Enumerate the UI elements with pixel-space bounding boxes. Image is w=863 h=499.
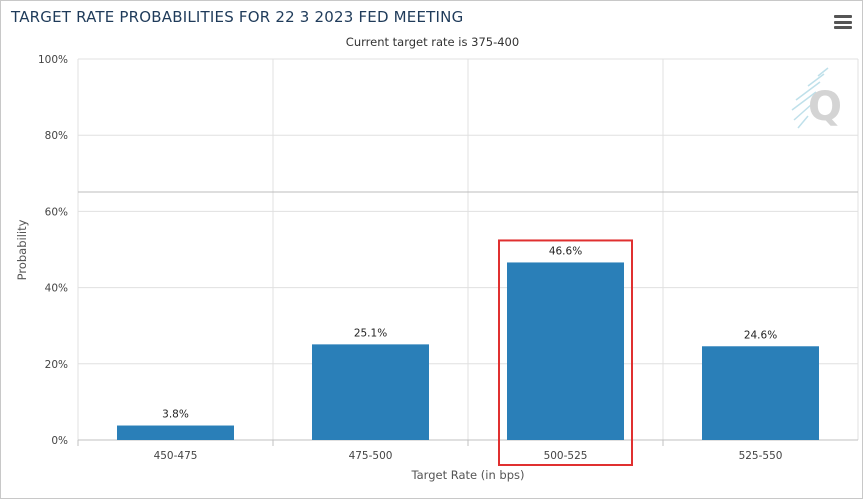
chart-subtitle: Current target rate is 375-400 <box>345 35 520 49</box>
q-logo-letter: Q <box>808 84 842 130</box>
y-tick-label: 40% <box>45 283 68 295</box>
x-tick-label-450-475: 450-475 <box>154 450 198 462</box>
y-tick-label: 20% <box>45 359 68 371</box>
y-axis-title: Probability <box>15 219 29 280</box>
y-tick-label: 0% <box>51 435 68 447</box>
highlight-box <box>498 239 633 466</box>
y-tick-label: 60% <box>45 206 68 218</box>
x-axis-title: Target Rate (in bps) <box>411 468 525 482</box>
bar-475-500[interactable] <box>312 344 429 440</box>
x-tick-label-475-500: 475-500 <box>349 450 393 462</box>
bar-525-550[interactable] <box>702 346 819 440</box>
x-tick-label-500-525: 500-525 <box>544 450 588 462</box>
data-label-525-550: 24.6% <box>744 329 777 341</box>
q-logo-icon: Q <box>791 67 842 130</box>
bar-450-475[interactable] <box>117 425 234 440</box>
data-label-450-475: 3.8% <box>162 409 189 421</box>
chart-title: TARGET RATE PROBABILITIES FOR 22 3 2023 … <box>11 8 464 26</box>
data-label-475-500: 25.1% <box>354 327 387 339</box>
hamburger-menu-icon[interactable] <box>834 15 852 31</box>
bar-500-525[interactable] <box>507 262 624 440</box>
data-label-500-525: 46.6% <box>549 245 582 257</box>
y-tick-label: 100% <box>38 54 68 66</box>
y-tick-label: 80% <box>45 130 68 142</box>
x-tick-label-525-550: 525-550 <box>739 450 783 462</box>
